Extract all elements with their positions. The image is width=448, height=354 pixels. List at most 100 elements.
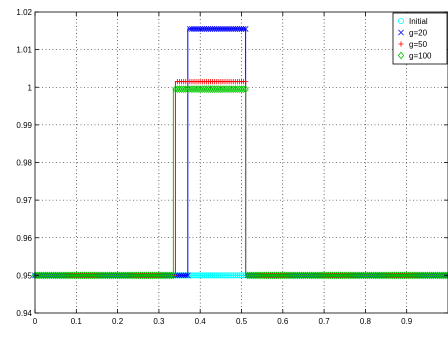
data-point bbox=[170, 271, 177, 280]
data-point bbox=[188, 272, 195, 279]
data-point bbox=[356, 271, 363, 280]
data-point bbox=[145, 271, 152, 280]
data-point bbox=[312, 271, 319, 280]
data-point bbox=[372, 271, 379, 280]
data-point bbox=[207, 26, 214, 32]
data-point bbox=[139, 271, 146, 280]
data-point bbox=[155, 271, 163, 280]
data-point bbox=[199, 272, 206, 279]
data-point bbox=[339, 271, 346, 280]
data-point bbox=[211, 272, 218, 279]
data-point bbox=[87, 271, 94, 280]
data-point bbox=[298, 271, 305, 280]
data-point bbox=[263, 271, 270, 280]
y-tick-label: 0.96 bbox=[16, 234, 32, 243]
data-point bbox=[277, 271, 284, 280]
data-point bbox=[256, 271, 264, 280]
data-point bbox=[217, 85, 224, 93]
data-point bbox=[238, 272, 245, 279]
data-point bbox=[205, 272, 212, 279]
data-point bbox=[137, 271, 144, 280]
data-point bbox=[308, 271, 315, 280]
data-point bbox=[327, 271, 334, 280]
data-point bbox=[320, 271, 328, 280]
x-tick-label: 0.5 bbox=[236, 317, 248, 326]
data-point bbox=[193, 272, 200, 279]
data-point bbox=[77, 271, 84, 280]
data-point bbox=[211, 85, 218, 93]
data-point bbox=[58, 271, 65, 280]
data-point bbox=[368, 271, 375, 280]
data-point bbox=[252, 271, 260, 280]
data-point bbox=[364, 271, 371, 280]
data-point bbox=[248, 271, 255, 280]
data-point bbox=[228, 26, 235, 32]
x-tick-label: 0.1 bbox=[71, 317, 83, 326]
data-point bbox=[360, 271, 367, 280]
data-point bbox=[124, 271, 132, 280]
data-point bbox=[157, 271, 165, 280]
data-point bbox=[184, 272, 191, 279]
data-point bbox=[265, 271, 272, 280]
data-point bbox=[310, 271, 317, 280]
data-point bbox=[333, 271, 340, 280]
data-point bbox=[62, 271, 70, 280]
data-point bbox=[100, 271, 107, 280]
data-point bbox=[411, 271, 419, 280]
data-point bbox=[232, 85, 239, 93]
legend-marker bbox=[397, 17, 404, 24]
data-point bbox=[337, 271, 344, 280]
data-point bbox=[290, 271, 297, 280]
data-point bbox=[85, 271, 92, 280]
data-point bbox=[300, 271, 307, 280]
legend-box bbox=[392, 12, 448, 65]
x-tick-label: 0.7 bbox=[319, 317, 331, 326]
data-point bbox=[426, 271, 433, 280]
data-point bbox=[224, 272, 231, 279]
data-point bbox=[207, 272, 214, 279]
data-point bbox=[201, 85, 208, 93]
data-point bbox=[118, 271, 125, 280]
data-point bbox=[287, 271, 295, 280]
data-point bbox=[209, 272, 216, 279]
data-point bbox=[403, 271, 410, 280]
data-point bbox=[329, 271, 336, 280]
data-point bbox=[143, 271, 150, 280]
data-point bbox=[246, 271, 253, 280]
data-point bbox=[349, 271, 357, 280]
data-point bbox=[213, 272, 220, 279]
data-point bbox=[304, 271, 311, 280]
legend-entry: g=50 bbox=[398, 40, 428, 49]
data-point bbox=[226, 26, 232, 32]
data-point bbox=[192, 85, 200, 93]
data-point bbox=[166, 271, 173, 280]
data-point bbox=[413, 271, 421, 280]
data-point bbox=[267, 271, 274, 280]
data-point bbox=[384, 271, 392, 280]
data-point bbox=[168, 271, 175, 280]
data-point bbox=[240, 26, 247, 32]
data-point bbox=[223, 85, 231, 93]
data-point bbox=[250, 271, 258, 280]
x-tick-label: 0.3 bbox=[153, 317, 165, 326]
data-point bbox=[232, 26, 239, 32]
data-point bbox=[296, 271, 303, 280]
data-point bbox=[189, 26, 195, 32]
data-point bbox=[126, 271, 134, 280]
data-point bbox=[48, 271, 55, 280]
data-point bbox=[240, 85, 247, 93]
data-point bbox=[387, 271, 394, 280]
data-point bbox=[259, 271, 266, 280]
data-point bbox=[430, 271, 437, 280]
data-point bbox=[331, 271, 338, 280]
data-point bbox=[432, 271, 439, 280]
data-point bbox=[236, 85, 243, 93]
data-point bbox=[219, 272, 226, 279]
data-point bbox=[221, 85, 229, 93]
data-point bbox=[79, 271, 86, 280]
data-point bbox=[420, 271, 427, 280]
data-point bbox=[133, 271, 140, 280]
data-point bbox=[424, 271, 431, 280]
data-point bbox=[376, 271, 383, 280]
